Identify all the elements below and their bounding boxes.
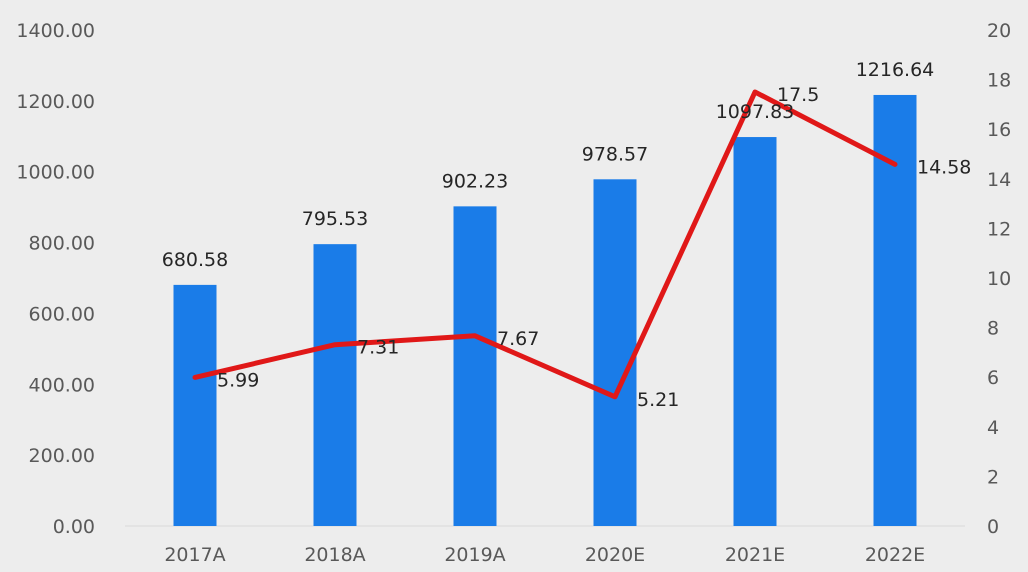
- right-axis-tick-label: 14: [987, 169, 1011, 191]
- right-axis-tick-label: 4: [987, 417, 999, 439]
- bar-series: [173, 94, 917, 527]
- bar-data-label: 680.58: [162, 249, 228, 271]
- bar: [453, 206, 497, 527]
- bar: [313, 244, 357, 526]
- left-axis-tick-label: 200.00: [29, 445, 95, 467]
- line-data-label: 7.31: [357, 337, 399, 359]
- right-axis-tick-label: 0: [987, 516, 999, 538]
- right-axis-tick-label: 16: [987, 119, 1011, 141]
- line-data-label: 5.21: [637, 389, 679, 411]
- x-axis-tick-label: 2019A: [444, 544, 505, 566]
- left-axis-tick-label: 400.00: [29, 374, 95, 396]
- x-axis-tick-label: 2017A: [164, 544, 225, 566]
- bar-data-label: 902.23: [442, 170, 508, 192]
- bar-data-label: 978.57: [582, 143, 648, 165]
- bar-data-labels: 680.58 795.53 902.23 978.57 1097.83 1216.64: [162, 59, 935, 271]
- right-axis-tick-label: 10: [987, 268, 1011, 290]
- bar-data-label: 795.53: [302, 208, 368, 230]
- line-series: [192, 89, 898, 400]
- x-axis-tick-label: 2018A: [304, 544, 365, 566]
- x-axis: 2017A 2018A 2019A 2020E 2021E 2022E: [164, 544, 925, 566]
- left-axis-tick-label: 600.00: [29, 303, 95, 325]
- bar: [173, 284, 217, 526]
- bar: [593, 179, 637, 526]
- left-axis-tick-label: 1000.00: [16, 162, 95, 184]
- left-axis-tick-label: 1400.00: [16, 20, 95, 42]
- left-axis: 0.00 200.00 400.00 600.00 800.00 1000.00 1200.…: [16, 20, 95, 538]
- right-axis-tick-label: 2: [987, 466, 999, 488]
- left-axis-tick-label: 0.00: [53, 516, 95, 538]
- x-axis-tick-label: 2021E: [725, 544, 785, 566]
- x-axis-tick-label: 2020E: [585, 544, 645, 566]
- right-axis-tick-label: 6: [987, 367, 999, 389]
- bar: [873, 94, 917, 527]
- right-axis-tick-label: 12: [987, 218, 1011, 240]
- left-axis-tick-label: 800.00: [29, 233, 95, 255]
- left-axis-tick-label: 1200.00: [16, 91, 95, 113]
- x-axis-tick-label: 2022E: [865, 544, 925, 566]
- right-axis: 0 2 4 6 8 10 12 14 16 18 20: [987, 20, 1011, 538]
- bar: [733, 137, 777, 527]
- line-data-label: 17.5: [777, 84, 819, 106]
- line-data-label: 5.99: [217, 369, 259, 391]
- line-data-labels: 5.99 7.31 7.67 5.21 17.5 14.58: [217, 84, 971, 411]
- line-data-label: 7.67: [497, 328, 539, 350]
- right-axis-tick-label: 18: [987, 70, 1011, 92]
- bar-data-label: 1216.64: [856, 59, 935, 81]
- right-axis-tick-label: 20: [987, 20, 1011, 42]
- bar-data-label: 1097.83: [716, 101, 795, 123]
- right-axis-tick-label: 8: [987, 318, 999, 340]
- line-data-label: 14.58: [917, 156, 971, 178]
